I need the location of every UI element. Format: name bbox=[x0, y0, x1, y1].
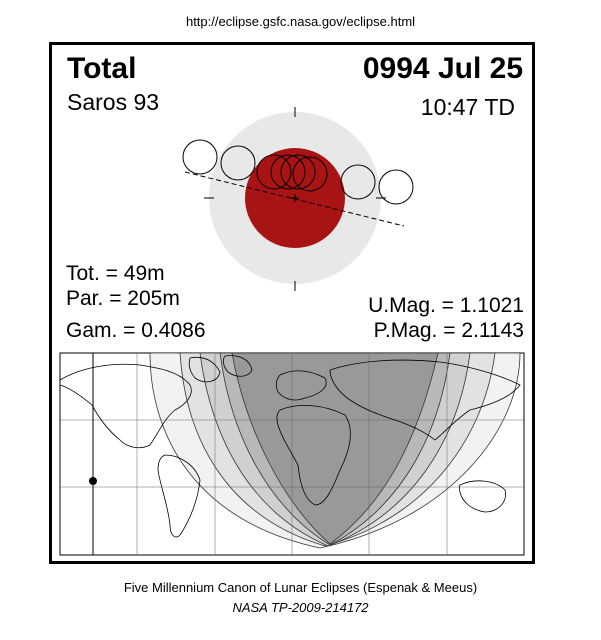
moon-path bbox=[184, 171, 405, 227]
partial-duration: Par. = 205m bbox=[66, 287, 180, 310]
moon-positions bbox=[182, 139, 414, 205]
axis-ticks bbox=[204, 107, 386, 291]
moon-u2 bbox=[270, 154, 306, 190]
coastlines bbox=[60, 355, 521, 538]
moon-u4 bbox=[340, 164, 376, 200]
moon-p1 bbox=[182, 139, 218, 175]
saros-number: Saros 93 bbox=[67, 89, 160, 115]
eclipse-time: 10:47 TD bbox=[420, 94, 515, 120]
moon-max bbox=[280, 154, 316, 190]
penumbral-magnitude: P.Mag. = 2.1143 bbox=[373, 319, 524, 342]
moon-u1 bbox=[256, 154, 292, 190]
moon-p2 bbox=[220, 145, 256, 181]
publication-reference: NASA TP-2009-214172 bbox=[232, 600, 369, 615]
moon-u3 bbox=[292, 156, 328, 192]
umbral-magnitude: U.Mag. = 1.1021 bbox=[368, 294, 524, 317]
map-marker bbox=[89, 477, 97, 485]
eclipse-panel bbox=[49, 42, 535, 564]
moon-p4 bbox=[378, 169, 414, 205]
band-total bbox=[231, 353, 439, 545]
gamma-value: Gam. = 0.4086 bbox=[66, 319, 206, 342]
eclipse-date: 0994 Jul 25 bbox=[362, 52, 523, 85]
visibility-map bbox=[59, 352, 525, 556]
canon-credit: Five Millennium Canon of Lunar Eclipses … bbox=[123, 580, 478, 595]
eclipse-type: Total bbox=[67, 52, 137, 85]
totality-duration: Tot. = 49m bbox=[66, 262, 165, 285]
source-url[interactable]: http://eclipse.gsfc.nasa.gov/eclipse.htm… bbox=[185, 14, 416, 29]
